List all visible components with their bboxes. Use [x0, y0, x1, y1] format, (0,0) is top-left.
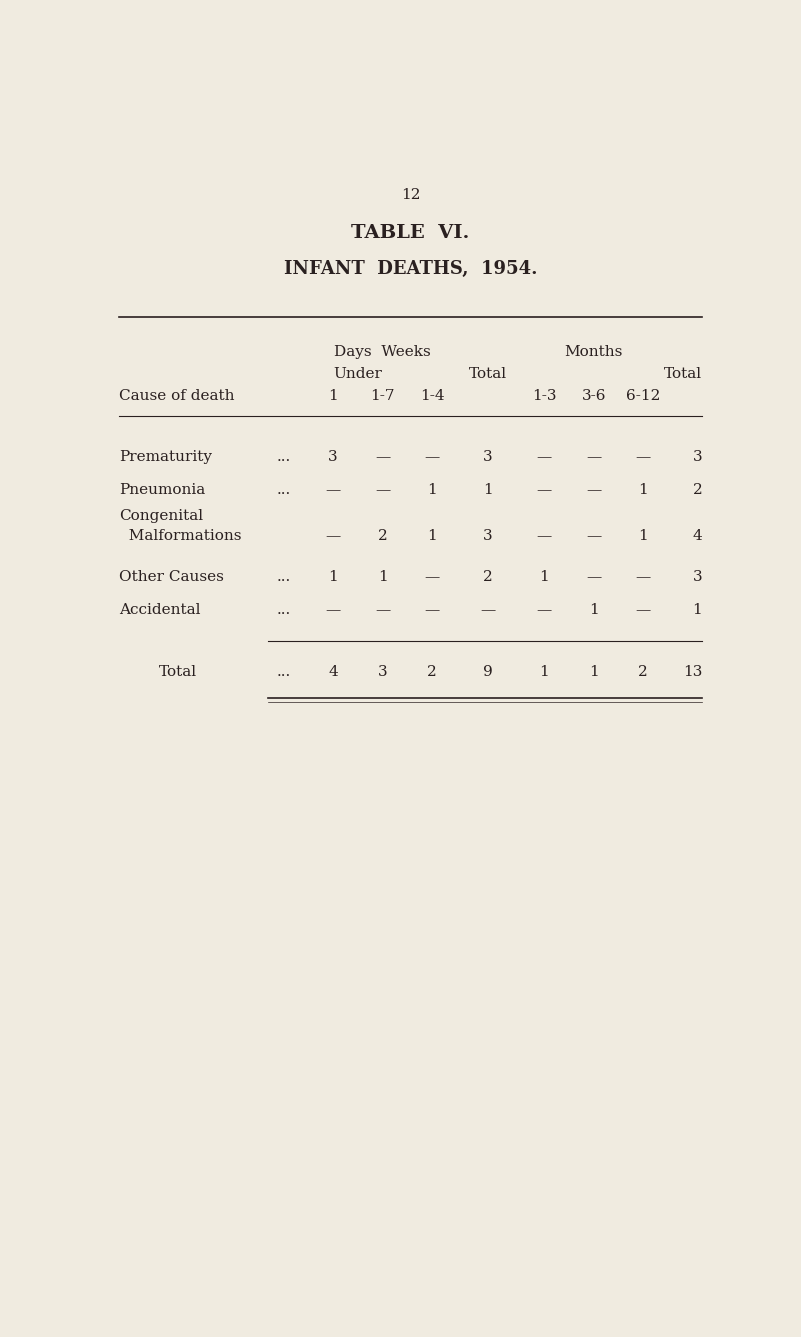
Text: 1: 1 — [328, 571, 338, 584]
Text: 9: 9 — [483, 664, 493, 679]
Text: —: — — [636, 571, 651, 584]
Text: INFANT  DEATHS,  1954.: INFANT DEATHS, 1954. — [284, 259, 537, 278]
Text: 1: 1 — [428, 483, 437, 497]
Text: 1: 1 — [638, 529, 648, 543]
Text: —: — — [586, 483, 602, 497]
Text: 1: 1 — [638, 483, 648, 497]
Text: Pneumonia: Pneumonia — [119, 483, 205, 497]
Text: ...: ... — [277, 603, 292, 618]
Text: ...: ... — [277, 483, 292, 497]
Text: Total: Total — [664, 366, 702, 381]
Text: 1-4: 1-4 — [420, 389, 445, 404]
Text: 1: 1 — [589, 603, 598, 618]
Text: 3: 3 — [483, 451, 493, 464]
Text: —: — — [375, 603, 390, 618]
Text: —: — — [636, 603, 651, 618]
Text: 1: 1 — [483, 483, 493, 497]
Text: 2: 2 — [483, 571, 493, 584]
Text: —: — — [425, 603, 440, 618]
Text: ...: ... — [277, 451, 292, 464]
Text: —: — — [481, 603, 496, 618]
Text: —: — — [425, 571, 440, 584]
Text: 1-3: 1-3 — [532, 389, 556, 404]
Text: TABLE  VI.: TABLE VI. — [352, 223, 469, 242]
Text: —: — — [537, 483, 552, 497]
Text: 2: 2 — [428, 664, 437, 679]
Text: 1: 1 — [378, 571, 388, 584]
Text: —: — — [325, 483, 340, 497]
Text: Total: Total — [469, 366, 507, 381]
Text: 4: 4 — [693, 529, 702, 543]
Text: Prematurity: Prematurity — [119, 451, 211, 464]
Text: 2: 2 — [693, 483, 702, 497]
Text: 1: 1 — [539, 664, 549, 679]
Text: 3: 3 — [378, 664, 388, 679]
Text: —: — — [636, 451, 651, 464]
Text: Other Causes: Other Causes — [119, 571, 223, 584]
Text: 13: 13 — [683, 664, 702, 679]
Text: 3: 3 — [693, 571, 702, 584]
Text: 1: 1 — [693, 603, 702, 618]
Text: 1: 1 — [589, 664, 598, 679]
Text: —: — — [537, 451, 552, 464]
Text: 2: 2 — [378, 529, 388, 543]
Text: —: — — [537, 603, 552, 618]
Text: 1-7: 1-7 — [370, 389, 395, 404]
Text: 3: 3 — [483, 529, 493, 543]
Text: Congenital: Congenital — [119, 508, 203, 523]
Text: Accidental: Accidental — [119, 603, 200, 618]
Text: 3: 3 — [328, 451, 338, 464]
Text: Total: Total — [159, 664, 197, 679]
Text: Months: Months — [565, 345, 623, 358]
Text: 4: 4 — [328, 664, 338, 679]
Text: —: — — [586, 529, 602, 543]
Text: —: — — [325, 603, 340, 618]
Text: ...: ... — [277, 664, 292, 679]
Text: 12: 12 — [400, 189, 421, 202]
Text: —: — — [537, 529, 552, 543]
Text: Days  Weeks: Days Weeks — [334, 345, 431, 358]
Text: —: — — [586, 451, 602, 464]
Text: 1: 1 — [328, 389, 338, 404]
Text: —: — — [375, 451, 390, 464]
Text: —: — — [425, 451, 440, 464]
Text: 2: 2 — [638, 664, 648, 679]
Text: 6-12: 6-12 — [626, 389, 661, 404]
Text: 3: 3 — [693, 451, 702, 464]
Text: —: — — [375, 483, 390, 497]
Text: ...: ... — [277, 571, 292, 584]
Text: Cause of death: Cause of death — [119, 389, 234, 404]
Text: 3-6: 3-6 — [582, 389, 606, 404]
Text: —: — — [325, 529, 340, 543]
Text: 1: 1 — [428, 529, 437, 543]
Text: Under: Under — [333, 366, 382, 381]
Text: 1: 1 — [539, 571, 549, 584]
Text: —: — — [586, 571, 602, 584]
Text: Malformations: Malformations — [119, 529, 241, 543]
